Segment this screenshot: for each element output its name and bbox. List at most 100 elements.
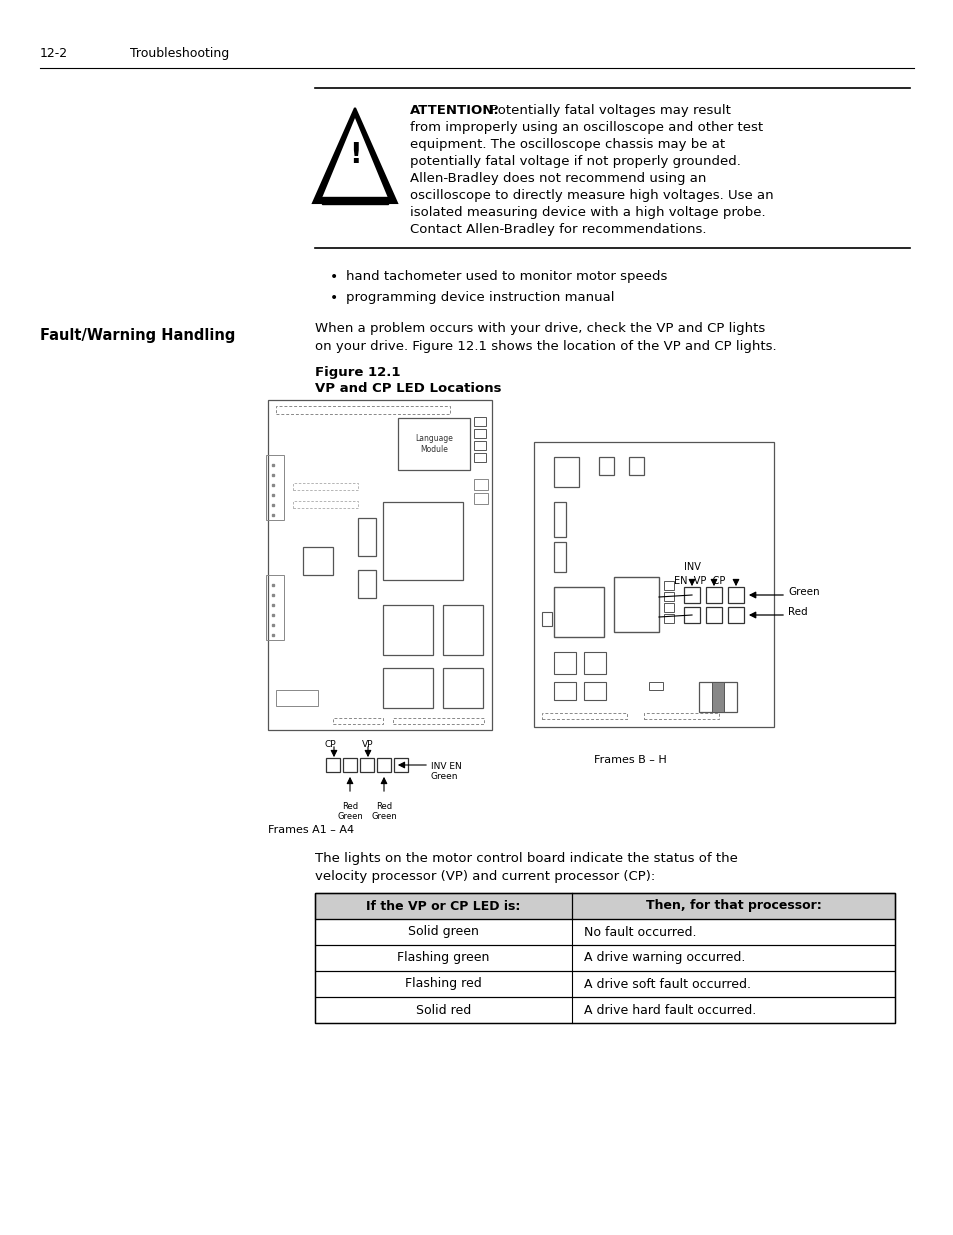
Bar (322, 198, 388, 204)
Bar (474, 493, 488, 504)
Text: INV: INV (683, 562, 700, 572)
Bar (711, 682, 723, 713)
Bar (628, 457, 643, 475)
Bar (314, 919, 894, 945)
Bar (442, 605, 482, 655)
Polygon shape (322, 119, 388, 198)
Bar (474, 417, 485, 426)
Text: Frames A1 – A4: Frames A1 – A4 (268, 825, 354, 835)
Bar (397, 417, 470, 471)
Text: The lights on the motor control board indicate the status of the: The lights on the motor control board in… (314, 852, 737, 864)
Bar (394, 758, 408, 772)
Bar (541, 713, 626, 719)
Bar (343, 758, 356, 772)
Text: programming device instruction manual: programming device instruction manual (346, 291, 614, 304)
Bar (474, 429, 485, 438)
Bar (554, 587, 603, 637)
Text: A drive hard fault occurred.: A drive hard fault occurred. (583, 1004, 756, 1016)
Bar (314, 893, 894, 1023)
Text: on your drive. Figure 12.1 shows the location of the VP and CP lights.: on your drive. Figure 12.1 shows the loc… (314, 340, 776, 353)
Bar (314, 997, 894, 1023)
Bar (554, 501, 565, 537)
Text: Solid green: Solid green (408, 925, 478, 939)
Bar (326, 758, 339, 772)
Bar (583, 652, 605, 674)
Bar (266, 454, 284, 520)
Text: from improperly using an oscilloscope and other test: from improperly using an oscilloscope an… (410, 121, 762, 135)
Bar (663, 603, 673, 613)
Text: isolated measuring device with a high voltage probe.: isolated measuring device with a high vo… (410, 206, 765, 219)
Bar (727, 606, 743, 622)
Text: hand tachometer used to monitor motor speeds: hand tachometer used to monitor motor sp… (346, 270, 667, 283)
Bar (727, 587, 743, 603)
Bar (541, 613, 552, 626)
Bar (382, 668, 433, 708)
Text: Potentially fatal voltages may result: Potentially fatal voltages may result (485, 104, 730, 117)
Bar (554, 542, 565, 572)
Text: ATTENTION:: ATTENTION: (410, 104, 499, 117)
Bar (293, 483, 357, 490)
Bar (648, 682, 662, 690)
Bar (314, 945, 894, 971)
Text: Frames B – H: Frames B – H (594, 755, 666, 764)
Text: Green: Green (431, 772, 458, 781)
Bar (554, 652, 576, 674)
Bar (442, 668, 482, 708)
Text: No fault occurred.: No fault occurred. (583, 925, 696, 939)
Text: A drive soft fault occurred.: A drive soft fault occurred. (583, 977, 750, 990)
Text: CP: CP (324, 740, 335, 748)
Bar (303, 547, 333, 576)
Text: Contact Allen-Bradley for recommendations.: Contact Allen-Bradley for recommendation… (410, 224, 706, 236)
Bar (333, 718, 382, 724)
Text: Allen-Bradley does not recommend using an: Allen-Bradley does not recommend using a… (410, 172, 705, 185)
Text: Solid red: Solid red (416, 1004, 471, 1016)
Text: potentially fatal voltage if not properly grounded.: potentially fatal voltage if not properl… (410, 156, 740, 168)
Text: Red: Red (341, 802, 357, 811)
Bar (705, 606, 721, 622)
Bar (474, 441, 485, 450)
Text: •: • (330, 270, 338, 284)
Bar (275, 690, 317, 706)
Bar (474, 479, 488, 490)
Bar (663, 614, 673, 622)
Bar (314, 971, 894, 997)
Text: A drive warning occurred.: A drive warning occurred. (583, 951, 744, 965)
Bar (293, 501, 357, 508)
Bar (554, 457, 578, 487)
Text: Flashing red: Flashing red (405, 977, 481, 990)
Text: Green: Green (371, 811, 396, 821)
Polygon shape (313, 107, 396, 203)
Bar (554, 682, 576, 700)
Bar (583, 682, 605, 700)
Text: Flashing green: Flashing green (396, 951, 489, 965)
Bar (598, 457, 614, 475)
Bar (474, 453, 485, 462)
Text: oscilloscope to directly measure high voltages. Use an: oscilloscope to directly measure high vo… (410, 189, 773, 203)
Text: VP: VP (362, 740, 374, 748)
Text: Green: Green (336, 811, 362, 821)
Bar (643, 713, 719, 719)
Text: •: • (330, 291, 338, 305)
Text: Red: Red (787, 606, 807, 618)
Text: equipment. The oscilloscope chassis may be at: equipment. The oscilloscope chassis may … (410, 138, 724, 151)
Bar (359, 758, 374, 772)
Bar (534, 442, 773, 727)
Text: Then, for that processor:: Then, for that processor: (645, 899, 821, 913)
Bar (382, 501, 462, 580)
Text: VP and CP LED Locations: VP and CP LED Locations (314, 382, 501, 395)
Bar (357, 571, 375, 598)
Bar (705, 587, 721, 603)
Text: INV EN: INV EN (431, 762, 461, 771)
Text: velocity processor (VP) and current processor (CP):: velocity processor (VP) and current proc… (314, 869, 655, 883)
Text: Fault/Warning Handling: Fault/Warning Handling (40, 329, 235, 343)
Bar (614, 577, 659, 632)
Text: If the VP or CP LED is:: If the VP or CP LED is: (366, 899, 520, 913)
Bar (393, 718, 483, 724)
Text: Figure 12.1: Figure 12.1 (314, 366, 400, 379)
Bar (266, 576, 284, 640)
Bar (268, 400, 492, 730)
Bar (314, 893, 894, 919)
Text: !: ! (349, 141, 361, 169)
Text: Red: Red (375, 802, 392, 811)
Bar (683, 606, 700, 622)
